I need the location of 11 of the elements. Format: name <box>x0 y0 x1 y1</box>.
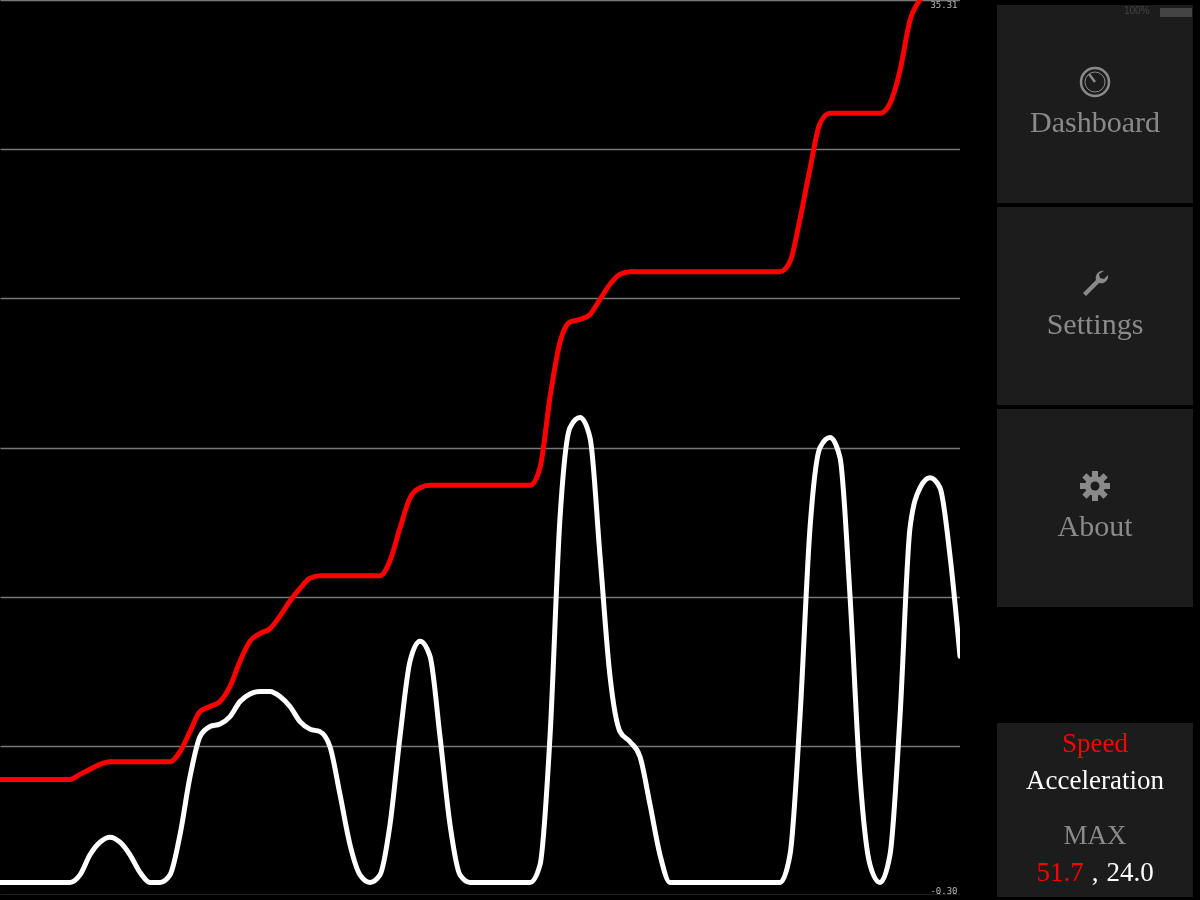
y-tick-label: 35.31 <box>930 0 958 10</box>
text: , <box>1091 857 1099 887</box>
y-tick-label: -0.30 <box>930 885 958 896</box>
text: Speed <box>1061 727 1129 760</box>
text: Dashboard <box>1030 105 1160 138</box>
text: 24.0 <box>1106 857 1154 887</box>
text: MAX <box>1062 819 1128 852</box>
text: Acceleration <box>1025 764 1165 797</box>
text: 51.7 <box>1036 857 1084 887</box>
text: Settings <box>1046 307 1144 340</box>
text: About <box>1057 509 1133 542</box>
